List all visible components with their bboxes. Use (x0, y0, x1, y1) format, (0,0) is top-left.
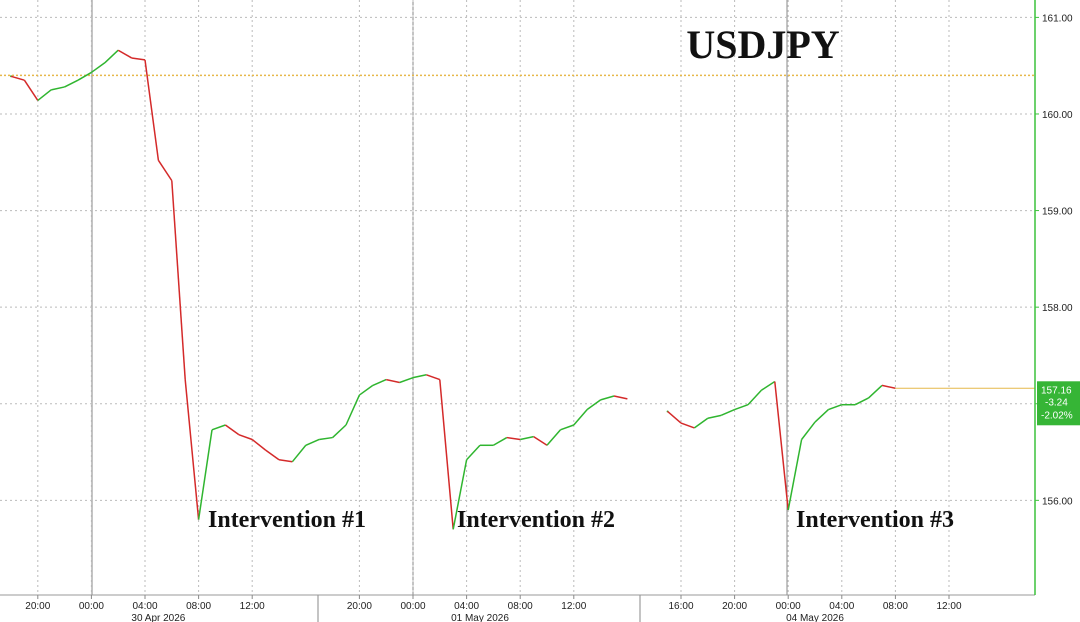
line-segment (787, 439, 803, 511)
x-tick-label: 08:00 (508, 601, 533, 612)
line-segment (801, 421, 816, 440)
x-tick-label: 04:00 (132, 601, 157, 612)
line-segment (439, 379, 454, 530)
line-segment (734, 404, 749, 411)
line-segment (520, 435, 534, 441)
y-tick-label: 159.00 (1042, 207, 1073, 218)
line-segment (760, 380, 776, 391)
line-segment (386, 378, 400, 384)
line-segment (171, 180, 186, 380)
line-segment (573, 409, 588, 426)
line-segment (345, 394, 361, 426)
y-tick-label: 156.00 (1042, 496, 1073, 507)
line-segment (104, 49, 119, 64)
line-segment (10, 75, 25, 81)
y-tick-label: 158.00 (1042, 303, 1073, 314)
line-segment (881, 384, 896, 390)
line-segment (814, 408, 829, 423)
line-segment (680, 422, 695, 429)
line-segment (693, 417, 709, 429)
price-label: 157.16 (1041, 385, 1072, 396)
date-label: 30 Apr 2026 (131, 613, 185, 622)
line-segment (305, 438, 320, 446)
line-segment (197, 429, 213, 520)
line-segment (533, 435, 548, 446)
x-tick-label: 12:00 (936, 601, 961, 612)
line-segment (291, 444, 307, 463)
line-segment (238, 433, 253, 441)
x-tick-label: 00:00 (79, 601, 104, 612)
line-segment (546, 429, 561, 446)
line-segment (600, 395, 615, 401)
date-label: 04 May 2026 (786, 613, 844, 622)
chart-title: USDJPY (686, 22, 839, 67)
line-segment (90, 62, 106, 74)
line-segment (224, 424, 240, 436)
date-label: 01 May 2026 (451, 613, 509, 622)
line-segment (157, 159, 173, 182)
line-segment (372, 378, 387, 387)
y-tick-label: 160.00 (1042, 110, 1073, 121)
line-segment (358, 384, 374, 396)
x-tick-label: 08:00 (883, 601, 908, 612)
line-segment (144, 59, 160, 161)
y-axis: 156.00157.00158.00159.00160.00161.00157.… (1034, 0, 1080, 595)
x-tick-label: 12:00 (240, 601, 265, 612)
price-box (1037, 381, 1080, 426)
line-segment (131, 57, 146, 61)
x-tick-label: 12:00 (561, 601, 586, 612)
line-segment (774, 381, 789, 511)
line-segment (613, 395, 628, 400)
line-segment (37, 89, 52, 102)
line-segment (828, 404, 843, 411)
percent-label: -2.02% (1041, 410, 1073, 421)
line-segment (506, 436, 521, 441)
plot (10, 49, 1035, 530)
x-tick-label: 04:00 (454, 601, 479, 612)
annotation: Intervention #1 (208, 507, 366, 533)
line-segment (426, 374, 441, 381)
x-tick-label: 00:00 (400, 601, 425, 612)
line-segment (707, 414, 722, 419)
y-tick-label: 161.00 (1042, 13, 1073, 24)
annotation: Intervention #3 (796, 507, 954, 533)
x-tick-label: 16:00 (668, 601, 693, 612)
x-tick-label: 00:00 (776, 601, 801, 612)
x-tick-label: 20:00 (347, 601, 372, 612)
line-segment (64, 79, 79, 88)
line-segment (720, 408, 735, 417)
line-segment (51, 86, 65, 91)
line-segment (278, 459, 293, 463)
x-tick-label: 20:00 (25, 601, 50, 612)
line-segment (586, 399, 602, 411)
line-segment (412, 374, 427, 379)
x-tick-label: 08:00 (186, 601, 211, 612)
line-segment (211, 424, 226, 431)
line-segment (77, 71, 92, 81)
line-segment (493, 436, 508, 446)
line-segment (23, 79, 39, 101)
line-segment (117, 49, 132, 59)
line-segment (747, 389, 762, 406)
line-segment (184, 379, 200, 520)
line-segment (466, 444, 481, 461)
line-segment (265, 449, 280, 461)
x-tick-label: 04:00 (829, 601, 854, 612)
line-segment (667, 410, 682, 424)
grid (0, 0, 1035, 595)
line-segment (251, 438, 267, 451)
annotation: Intervention #2 (457, 507, 615, 533)
line-segment (452, 459, 468, 530)
x-tick-label: 20:00 (722, 601, 747, 612)
line-segment (560, 424, 575, 431)
line-segment (854, 397, 869, 406)
line-segment (332, 424, 347, 439)
line-segment (319, 436, 333, 441)
change-label: -3.24 (1045, 397, 1068, 408)
line-segment (868, 384, 883, 399)
line-segment (399, 376, 414, 384)
